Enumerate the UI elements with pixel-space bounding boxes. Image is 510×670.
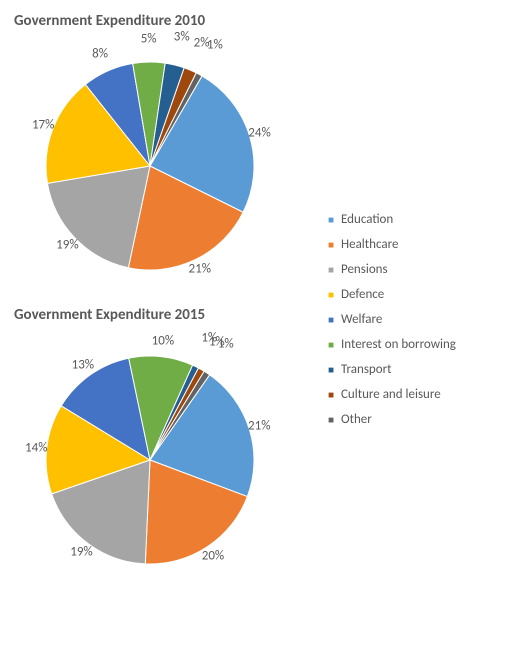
legend-item: ■ Other bbox=[328, 412, 500, 427]
pie-chart: Government Expenditure 2010 24%21%19%17%8… bbox=[10, 12, 320, 296]
legend-item: ■ Welfare bbox=[328, 312, 500, 327]
legend-label: Healthcare bbox=[341, 237, 398, 252]
legend-swatch: ■ bbox=[328, 340, 337, 349]
legend-label: Welfare bbox=[341, 312, 382, 327]
legend-swatch: ■ bbox=[328, 290, 337, 299]
legend-swatch: ■ bbox=[328, 365, 337, 374]
pie-svg bbox=[20, 36, 280, 296]
legend-label: Transport bbox=[341, 362, 392, 377]
chart-title: Government Expenditure 2010 bbox=[14, 12, 320, 30]
legend-label: Interest on borrowing bbox=[341, 337, 456, 352]
legend: ■ Education ■ Healthcare ■ Pensions ■ Defence ■ W… bbox=[320, 12, 500, 437]
legend-item: ■ Pensions bbox=[328, 262, 500, 277]
legend-label: Other bbox=[341, 412, 372, 427]
pie-svg bbox=[20, 330, 280, 590]
legend-swatch: ■ bbox=[328, 215, 337, 224]
legend-swatch: ■ bbox=[328, 265, 337, 274]
legend-swatch: ■ bbox=[328, 415, 337, 424]
legend-item: ■ Healthcare bbox=[328, 237, 500, 252]
legend-swatch: ■ bbox=[328, 390, 337, 399]
legend-item: ■ Education bbox=[328, 212, 500, 227]
legend-item: ■ Interest on borrowing bbox=[328, 337, 500, 352]
pie-chart: Government Expenditure 2015 21%20%19%14%1… bbox=[10, 306, 320, 590]
chart-title: Government Expenditure 2015 bbox=[14, 306, 320, 324]
legend-swatch: ■ bbox=[328, 315, 337, 324]
legend-item: ■ Culture and leisure bbox=[328, 387, 500, 402]
legend-label: Defence bbox=[341, 287, 384, 302]
pie-wrap: 21%20%19%14%13%10%1%1%1% bbox=[20, 330, 280, 590]
legend-item: ■ Transport bbox=[328, 362, 500, 377]
legend-item: ■ Defence bbox=[328, 287, 500, 302]
legend-swatch: ■ bbox=[328, 240, 337, 249]
charts-column: Government Expenditure 2010 24%21%19%17%8… bbox=[10, 12, 320, 600]
legend-label: Pensions bbox=[341, 262, 388, 277]
legend-label: Culture and leisure bbox=[341, 387, 441, 402]
legend-label: Education bbox=[341, 212, 393, 227]
pie-wrap: 24%21%19%17%8%5%3%2%1% bbox=[20, 36, 280, 296]
chart-container: Government Expenditure 2010 24%21%19%17%8… bbox=[10, 12, 500, 600]
